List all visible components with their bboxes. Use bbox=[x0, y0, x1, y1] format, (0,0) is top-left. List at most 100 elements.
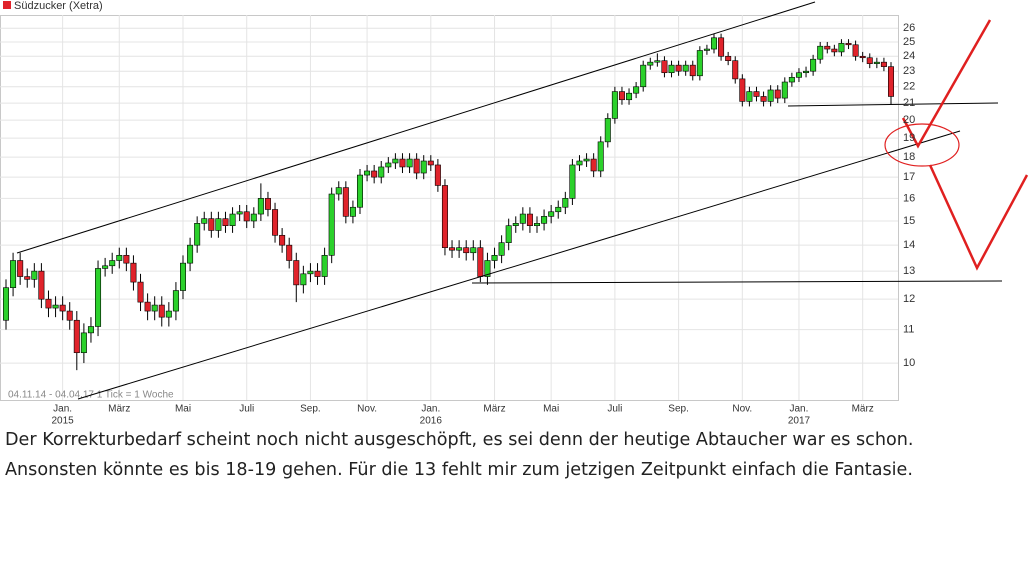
candle-body bbox=[201, 218, 208, 224]
candle-body bbox=[477, 247, 484, 277]
candle-body bbox=[562, 198, 569, 208]
candle-body bbox=[718, 37, 725, 57]
candle-body bbox=[703, 48, 710, 51]
candle-body bbox=[80, 332, 87, 354]
candle-body bbox=[739, 78, 746, 102]
candle-body bbox=[647, 61, 654, 66]
candle-body bbox=[434, 164, 441, 186]
candle-body bbox=[137, 281, 144, 303]
candle-body bbox=[456, 247, 463, 251]
candle-body bbox=[250, 213, 257, 222]
candle-body bbox=[689, 64, 696, 77]
candle-body bbox=[222, 218, 229, 226]
comment-line: Ansonsten könnte es bis 18-19 gehen. Für… bbox=[5, 460, 913, 480]
candle-body bbox=[208, 218, 215, 231]
candle-body bbox=[654, 60, 661, 63]
candle-body bbox=[491, 255, 498, 261]
candle-body bbox=[618, 91, 625, 101]
x-tick-label: Jan. bbox=[421, 404, 440, 415]
plot-area bbox=[0, 15, 899, 401]
x-year-label: 2016 bbox=[420, 416, 443, 427]
y-tick-label: 25 bbox=[903, 36, 915, 48]
candle-body bbox=[866, 57, 873, 64]
candle-body bbox=[753, 91, 760, 97]
candle-body bbox=[611, 91, 618, 119]
candle-body bbox=[364, 170, 371, 176]
y-tick-label: 10 bbox=[903, 357, 915, 369]
x-tick-label: März bbox=[108, 404, 130, 415]
candle-body bbox=[243, 211, 250, 222]
red-arrow bbox=[928, 164, 1029, 271]
comment-line: Der Korrekturbedarf scheint noch nicht a… bbox=[5, 430, 914, 450]
candle-body bbox=[845, 43, 852, 46]
y-tick-label: 17 bbox=[903, 171, 915, 183]
candle-body bbox=[335, 187, 342, 195]
candle-body bbox=[392, 158, 399, 164]
candle-body bbox=[661, 60, 668, 74]
candle-body bbox=[406, 158, 413, 168]
candle-body bbox=[314, 270, 321, 277]
candle-body bbox=[873, 61, 880, 64]
candle-body bbox=[158, 304, 165, 318]
candle-body bbox=[590, 158, 597, 172]
candle-body bbox=[887, 66, 894, 97]
x-tick-label: Juli bbox=[239, 404, 254, 415]
candle-body bbox=[760, 96, 767, 102]
y-tick-label: 14 bbox=[903, 239, 915, 251]
candle-body bbox=[880, 61, 887, 67]
y-tick-label: 19 bbox=[903, 132, 915, 144]
candle-body bbox=[484, 260, 491, 277]
candle-body bbox=[696, 50, 703, 77]
upper-channel bbox=[16, 1, 816, 254]
red-arrow bbox=[901, 19, 992, 149]
candle-body bbox=[576, 160, 583, 166]
candle-body bbox=[555, 206, 562, 213]
candle-body bbox=[725, 55, 732, 61]
candle-body bbox=[307, 270, 314, 275]
grid bbox=[0, 15, 898, 400]
x-tick-label: März bbox=[852, 404, 874, 415]
y-tick-label: 11 bbox=[903, 324, 914, 336]
candle-body bbox=[59, 304, 66, 312]
y-tick-label: 20 bbox=[903, 114, 915, 126]
candle-body bbox=[349, 206, 356, 217]
candle-body bbox=[102, 265, 109, 269]
red-annotations bbox=[884, 19, 1029, 271]
candle-body bbox=[116, 255, 123, 261]
candle-body bbox=[31, 270, 38, 280]
candle-body bbox=[130, 262, 137, 283]
candle-body bbox=[356, 174, 363, 208]
x-year-label: 2017 bbox=[788, 416, 811, 427]
y-tick-label: 24 bbox=[903, 50, 915, 62]
candle-body bbox=[413, 158, 420, 174]
candle-body bbox=[180, 262, 187, 291]
x-tick-label: Jan. bbox=[790, 404, 809, 415]
candle-body bbox=[427, 160, 434, 166]
x-tick-label: Nov. bbox=[357, 404, 377, 415]
candles bbox=[2, 33, 894, 371]
candle-body bbox=[123, 255, 130, 264]
candle-body bbox=[229, 213, 236, 226]
x-tick-label: Juli bbox=[607, 404, 622, 415]
candle-body bbox=[151, 304, 158, 312]
candle-body bbox=[668, 64, 675, 74]
candle-body bbox=[441, 185, 448, 248]
candle-body bbox=[215, 218, 222, 231]
candle-body bbox=[597, 141, 604, 172]
y-tick-label: 21 bbox=[903, 97, 915, 109]
x-year-label: 2015 bbox=[52, 416, 75, 427]
candle-body bbox=[187, 244, 194, 264]
candle-body bbox=[45, 298, 52, 309]
candle-body bbox=[859, 55, 866, 59]
candle-body bbox=[236, 211, 243, 215]
y-tick-label: 12 bbox=[903, 293, 915, 305]
lower-channel bbox=[77, 130, 961, 400]
candle-body bbox=[2, 287, 10, 321]
x-tick-label: Mai bbox=[175, 404, 191, 415]
candle-body bbox=[781, 81, 788, 99]
candle-body bbox=[831, 48, 838, 53]
chart-title: Südzucker (Xetra) bbox=[14, 0, 103, 12]
candle-body bbox=[279, 234, 286, 246]
candle-body bbox=[505, 225, 512, 243]
